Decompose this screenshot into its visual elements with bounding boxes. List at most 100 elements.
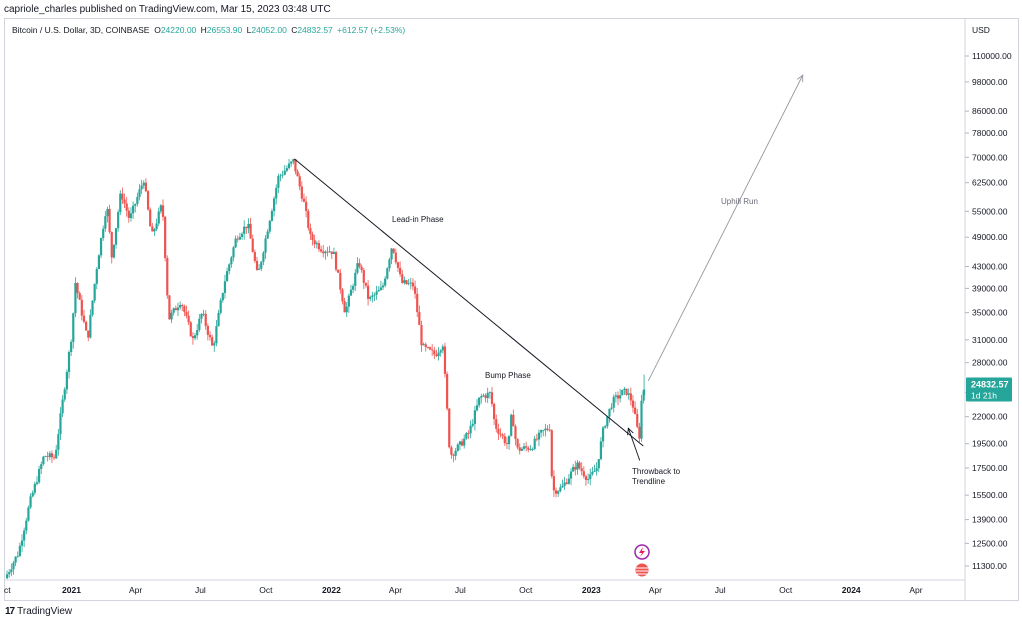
candle-body — [561, 485, 564, 488]
candle-body — [381, 285, 385, 288]
candle-body — [463, 438, 466, 446]
candle-body — [63, 389, 66, 400]
candle-body — [601, 427, 605, 442]
candle-body — [85, 321, 88, 331]
candle-body — [311, 234, 314, 241]
candle-body — [407, 283, 410, 285]
candle-body — [443, 346, 447, 374]
candle-body — [625, 388, 628, 395]
candle-body — [76, 283, 79, 294]
candle-body — [202, 313, 205, 315]
candle-body — [219, 300, 222, 313]
candle-body — [623, 388, 626, 390]
low-label: L — [246, 25, 252, 35]
throwback-arrow[interactable] — [627, 428, 641, 461]
candle-body — [119, 193, 122, 213]
candle-body — [606, 416, 609, 427]
candle-body — [591, 472, 594, 475]
candle-body — [127, 210, 130, 218]
candles-layer — [5, 158, 646, 580]
annotation-throwback-line2: Trendline — [632, 477, 666, 486]
candle-body — [189, 322, 192, 337]
candle-body — [108, 209, 111, 232]
candle-body — [87, 330, 90, 338]
candle-body — [347, 295, 350, 307]
candle-body — [441, 346, 444, 351]
candle-body — [422, 344, 425, 346]
candle-body — [377, 290, 380, 292]
candle-body — [240, 233, 244, 237]
y-tick-label: 78000.00 — [972, 128, 1008, 138]
candle-body — [31, 492, 34, 497]
x-tick-label: Oct — [519, 585, 533, 595]
candle-body — [352, 285, 355, 290]
close-value: 24832.57 — [297, 25, 333, 35]
candle-body — [181, 305, 184, 307]
candle-body — [621, 389, 624, 396]
candle-body — [599, 441, 603, 460]
candle-body — [416, 293, 419, 313]
candle-body — [217, 312, 220, 327]
candle-body — [281, 174, 284, 176]
candle-body — [349, 289, 353, 296]
candle-body — [110, 231, 113, 258]
candle-body — [426, 347, 429, 348]
publisher-caption: capriole_charles published on TradingVie… — [4, 4, 331, 15]
candle-body — [610, 407, 613, 409]
candle-body — [337, 269, 340, 273]
candle-body — [403, 280, 406, 283]
candle-body — [518, 447, 521, 451]
y-tick-label: 62500.00 — [972, 178, 1008, 188]
candle-body — [379, 287, 382, 291]
candle-body — [533, 438, 536, 449]
candle-body — [465, 433, 468, 439]
event-icon-lightning[interactable] — [634, 544, 650, 560]
y-tick-label: 98000.00 — [972, 77, 1008, 87]
candle-body — [8, 572, 11, 575]
candle-body — [82, 315, 86, 322]
candle-body — [565, 482, 568, 484]
price-axis[interactable]: 11300.00 12500.00 13900.00 15500.00 17500.00… — [965, 51, 1012, 571]
candle-body — [272, 198, 276, 211]
candle-body — [542, 430, 545, 431]
candle-body — [27, 507, 30, 521]
y-tick-label: 55000.00 — [972, 206, 1008, 216]
candle-body — [428, 347, 432, 350]
candle-body — [268, 220, 271, 232]
candle-body — [38, 468, 41, 483]
candle-body — [178, 305, 182, 308]
candle-body — [439, 350, 442, 353]
candle-body — [132, 205, 135, 214]
candle-body — [277, 176, 280, 188]
candle-body — [392, 248, 395, 253]
candle-body — [142, 182, 145, 186]
candle-body — [386, 268, 389, 279]
candle-body — [569, 471, 573, 479]
tradingview-logo[interactable]: 17 TradingView — [5, 606, 72, 617]
candle-body — [151, 226, 154, 232]
candle-body — [134, 203, 137, 206]
trendline[interactable] — [294, 158, 644, 447]
candle-body — [631, 400, 635, 408]
candle-body — [95, 269, 98, 284]
candle-body — [322, 251, 325, 254]
candle-body — [354, 272, 357, 286]
candle-body — [176, 307, 180, 311]
candle-body — [431, 349, 434, 351]
candle-body — [409, 282, 412, 284]
candle-body — [388, 259, 391, 269]
candle-body — [149, 209, 152, 227]
time-axis[interactable]: ct 2021 Apr Jul Oct 2022 Apr Jul Oct 2023 Apr Jul Oc… — [4, 585, 923, 595]
candle-body — [223, 281, 227, 293]
uphill-arrow[interactable] — [647, 74, 804, 382]
candle-body — [493, 403, 496, 420]
candle-body — [16, 555, 19, 557]
candle-body — [91, 300, 94, 315]
candle-body — [309, 228, 312, 235]
candle-body — [5, 574, 9, 579]
candle-body — [358, 263, 361, 267]
candle-body — [401, 274, 404, 283]
candle-body — [305, 201, 308, 212]
event-icon-flag[interactable] — [634, 562, 650, 578]
